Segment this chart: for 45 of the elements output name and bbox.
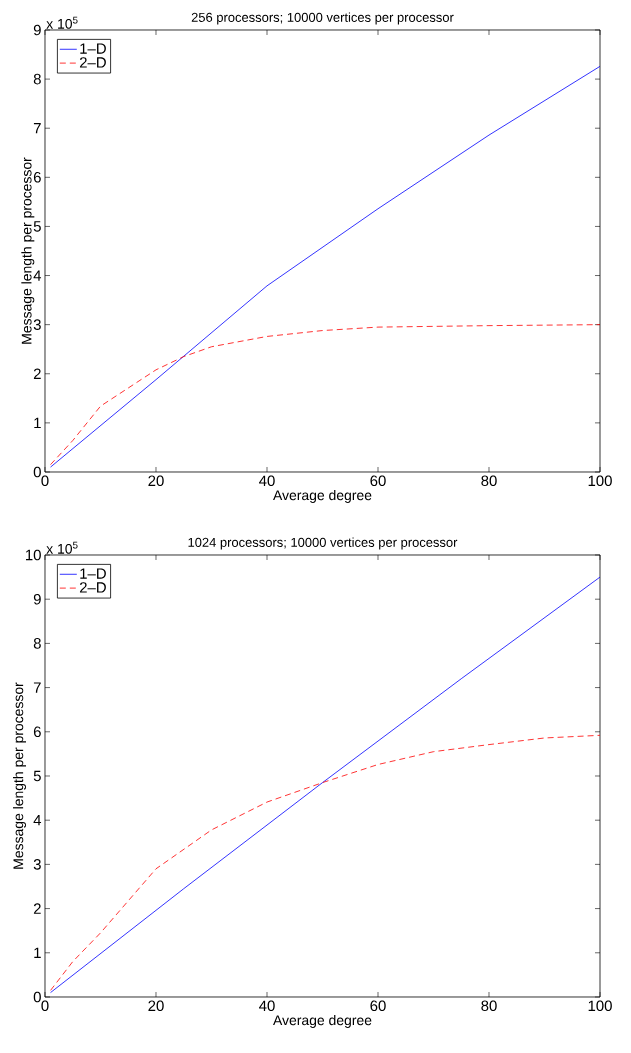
y-tick-label: 7 — [33, 682, 41, 693]
chart-title: 1024 processors; 10000 vertices per processor — [188, 537, 458, 550]
y-tick-label: 7 — [33, 123, 41, 134]
y-tick-label: 10 — [26, 549, 41, 561]
y-tick-label: 5 — [33, 770, 41, 782]
y-tick-label: 9 — [33, 593, 41, 605]
y-tick-label: 0 — [33, 991, 41, 1003]
x-tick-label: 80 — [481, 1000, 497, 1012]
y-tick-label: 4 — [33, 270, 42, 281]
y-axis-title: Message length per processor — [21, 157, 35, 344]
y-tick-label: 1 — [34, 947, 41, 958]
y-tick-label: 3 — [33, 319, 41, 330]
y-tick-label: 5 — [33, 221, 41, 232]
legend-label: 1–D — [80, 43, 106, 54]
chart-title: 256 processors; 10000 vertices per processor — [191, 12, 454, 25]
y-tick-label: 8 — [33, 73, 41, 85]
y-tick-label: 8 — [33, 638, 41, 649]
x-tick-label: 20 — [148, 475, 164, 487]
x-tick-label: 60 — [370, 475, 386, 487]
y-tick-label: 1 — [34, 417, 41, 429]
x-axis-title: Average degree — [273, 489, 372, 503]
y-tick-label: 6 — [33, 726, 41, 738]
y-tick-label: 9 — [33, 24, 41, 36]
y-axis-title: Message length per processor — [13, 682, 27, 869]
x-tick-label: 80 — [481, 475, 497, 487]
x-tick-label: 40 — [259, 475, 275, 487]
legend-label: 2–D — [79, 57, 106, 68]
x-tick-label: 40 — [259, 1000, 275, 1012]
x-tick-label: 60 — [370, 1000, 386, 1012]
line-series — [50, 324, 601, 466]
y-tick-label: 2 — [33, 903, 41, 914]
x-tick-label: 20 — [148, 1000, 164, 1012]
y-tick-label: 6 — [33, 172, 41, 183]
line-series — [50, 734, 601, 991]
y-tick-label: 3 — [33, 859, 41, 870]
y-tick-label: 4 — [33, 815, 42, 826]
legend-label: 1–D — [80, 568, 106, 579]
y-tick-label: 2 — [33, 368, 41, 379]
legend-label: 2–D — [79, 582, 106, 593]
text: x 10$^{5}$ — [46, 541, 78, 554]
y-tick-label: 0 — [33, 466, 41, 478]
x-tick-label: 100 — [588, 1000, 612, 1012]
x-axis-title: Average degree — [273, 1014, 372, 1028]
x-tick-label: 100 — [588, 475, 612, 487]
text: x 10$^{5}$ — [46, 16, 78, 29]
